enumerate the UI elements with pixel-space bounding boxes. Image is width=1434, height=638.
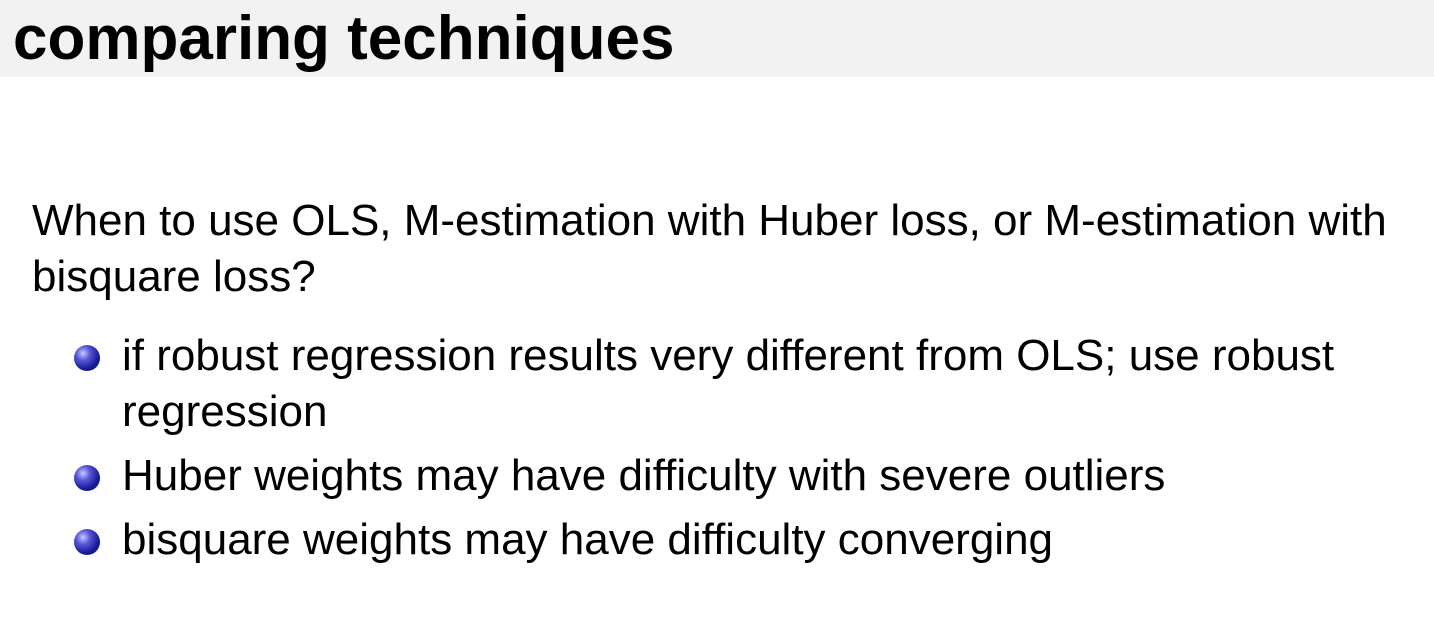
bullet-text: Huber weights may have difficulty with s… (122, 451, 1166, 500)
intro-question: When to use OLS, M-estimation with Huber… (32, 196, 1387, 301)
bullet-list: if robust regression results very differ… (0, 328, 1434, 576)
title-bar: comparing techniques (0, 0, 1434, 77)
bullet-item: Huber weights may have difficulty with s… (0, 448, 1434, 504)
bullet-item: bisquare weights may have difficulty con… (0, 512, 1434, 568)
blue-ball-bullet-icon (74, 465, 100, 491)
blue-ball-bullet-icon (74, 529, 100, 555)
bullet-item: if robust regression results very differ… (0, 328, 1434, 440)
bullet-text: if robust regression results very differ… (122, 331, 1335, 436)
slide-title: comparing techniques (13, 4, 675, 73)
blue-ball-bullet-icon (74, 345, 100, 371)
bullet-text: bisquare weights may have difficulty con… (122, 515, 1054, 564)
